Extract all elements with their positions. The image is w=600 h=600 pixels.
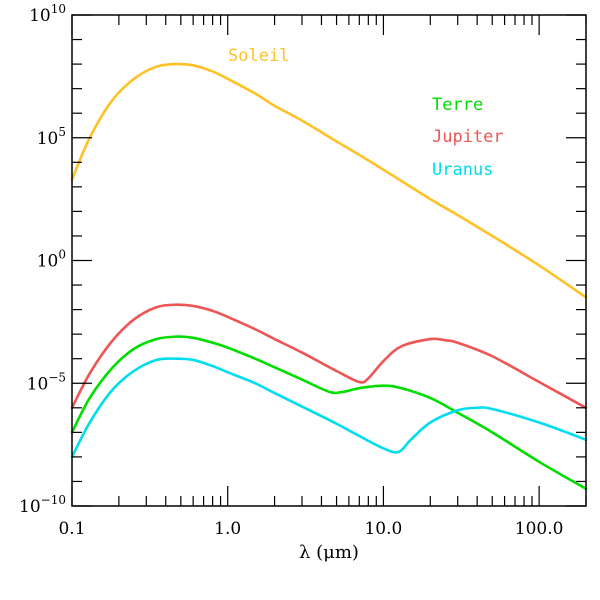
legend-label-soleil: Soleil (228, 46, 289, 66)
x-tick-label: 1.0 (214, 519, 241, 539)
legend-label-jupiter: Jupiter (432, 127, 504, 147)
plot-frame (71, 14, 587, 507)
y-tick-label: 105 (37, 125, 66, 149)
legend-label-terre: Terre (432, 95, 483, 115)
legend-label-uranus: Uranus (432, 160, 493, 180)
x-tick-label: 0.1 (58, 519, 85, 539)
x-axis-label: λ (μm) (299, 542, 359, 563)
y-tick-label: 10−5 (27, 370, 66, 394)
curves-layer (70, 62, 588, 491)
y-tick-label: 1010 (29, 2, 66, 26)
series-line-jupiter (70, 303, 588, 410)
x-tick-label: 10.0 (364, 519, 402, 539)
series-line-uranus (70, 357, 588, 459)
legend: Soleil Terre Jupiter Uranus (228, 46, 504, 180)
x-tick-label: 100.0 (515, 519, 564, 539)
y-tick-label: 100 (37, 248, 66, 272)
y-tick-label: 10−10 (19, 493, 66, 517)
ticks-layer (71, 14, 587, 507)
series-line-terre (70, 335, 588, 491)
series-line-soleil (70, 62, 588, 299)
tick-labels-layer: 0.1 1.0 10.0 100.0 10−10 10−5 100 105 1010 (19, 2, 563, 539)
